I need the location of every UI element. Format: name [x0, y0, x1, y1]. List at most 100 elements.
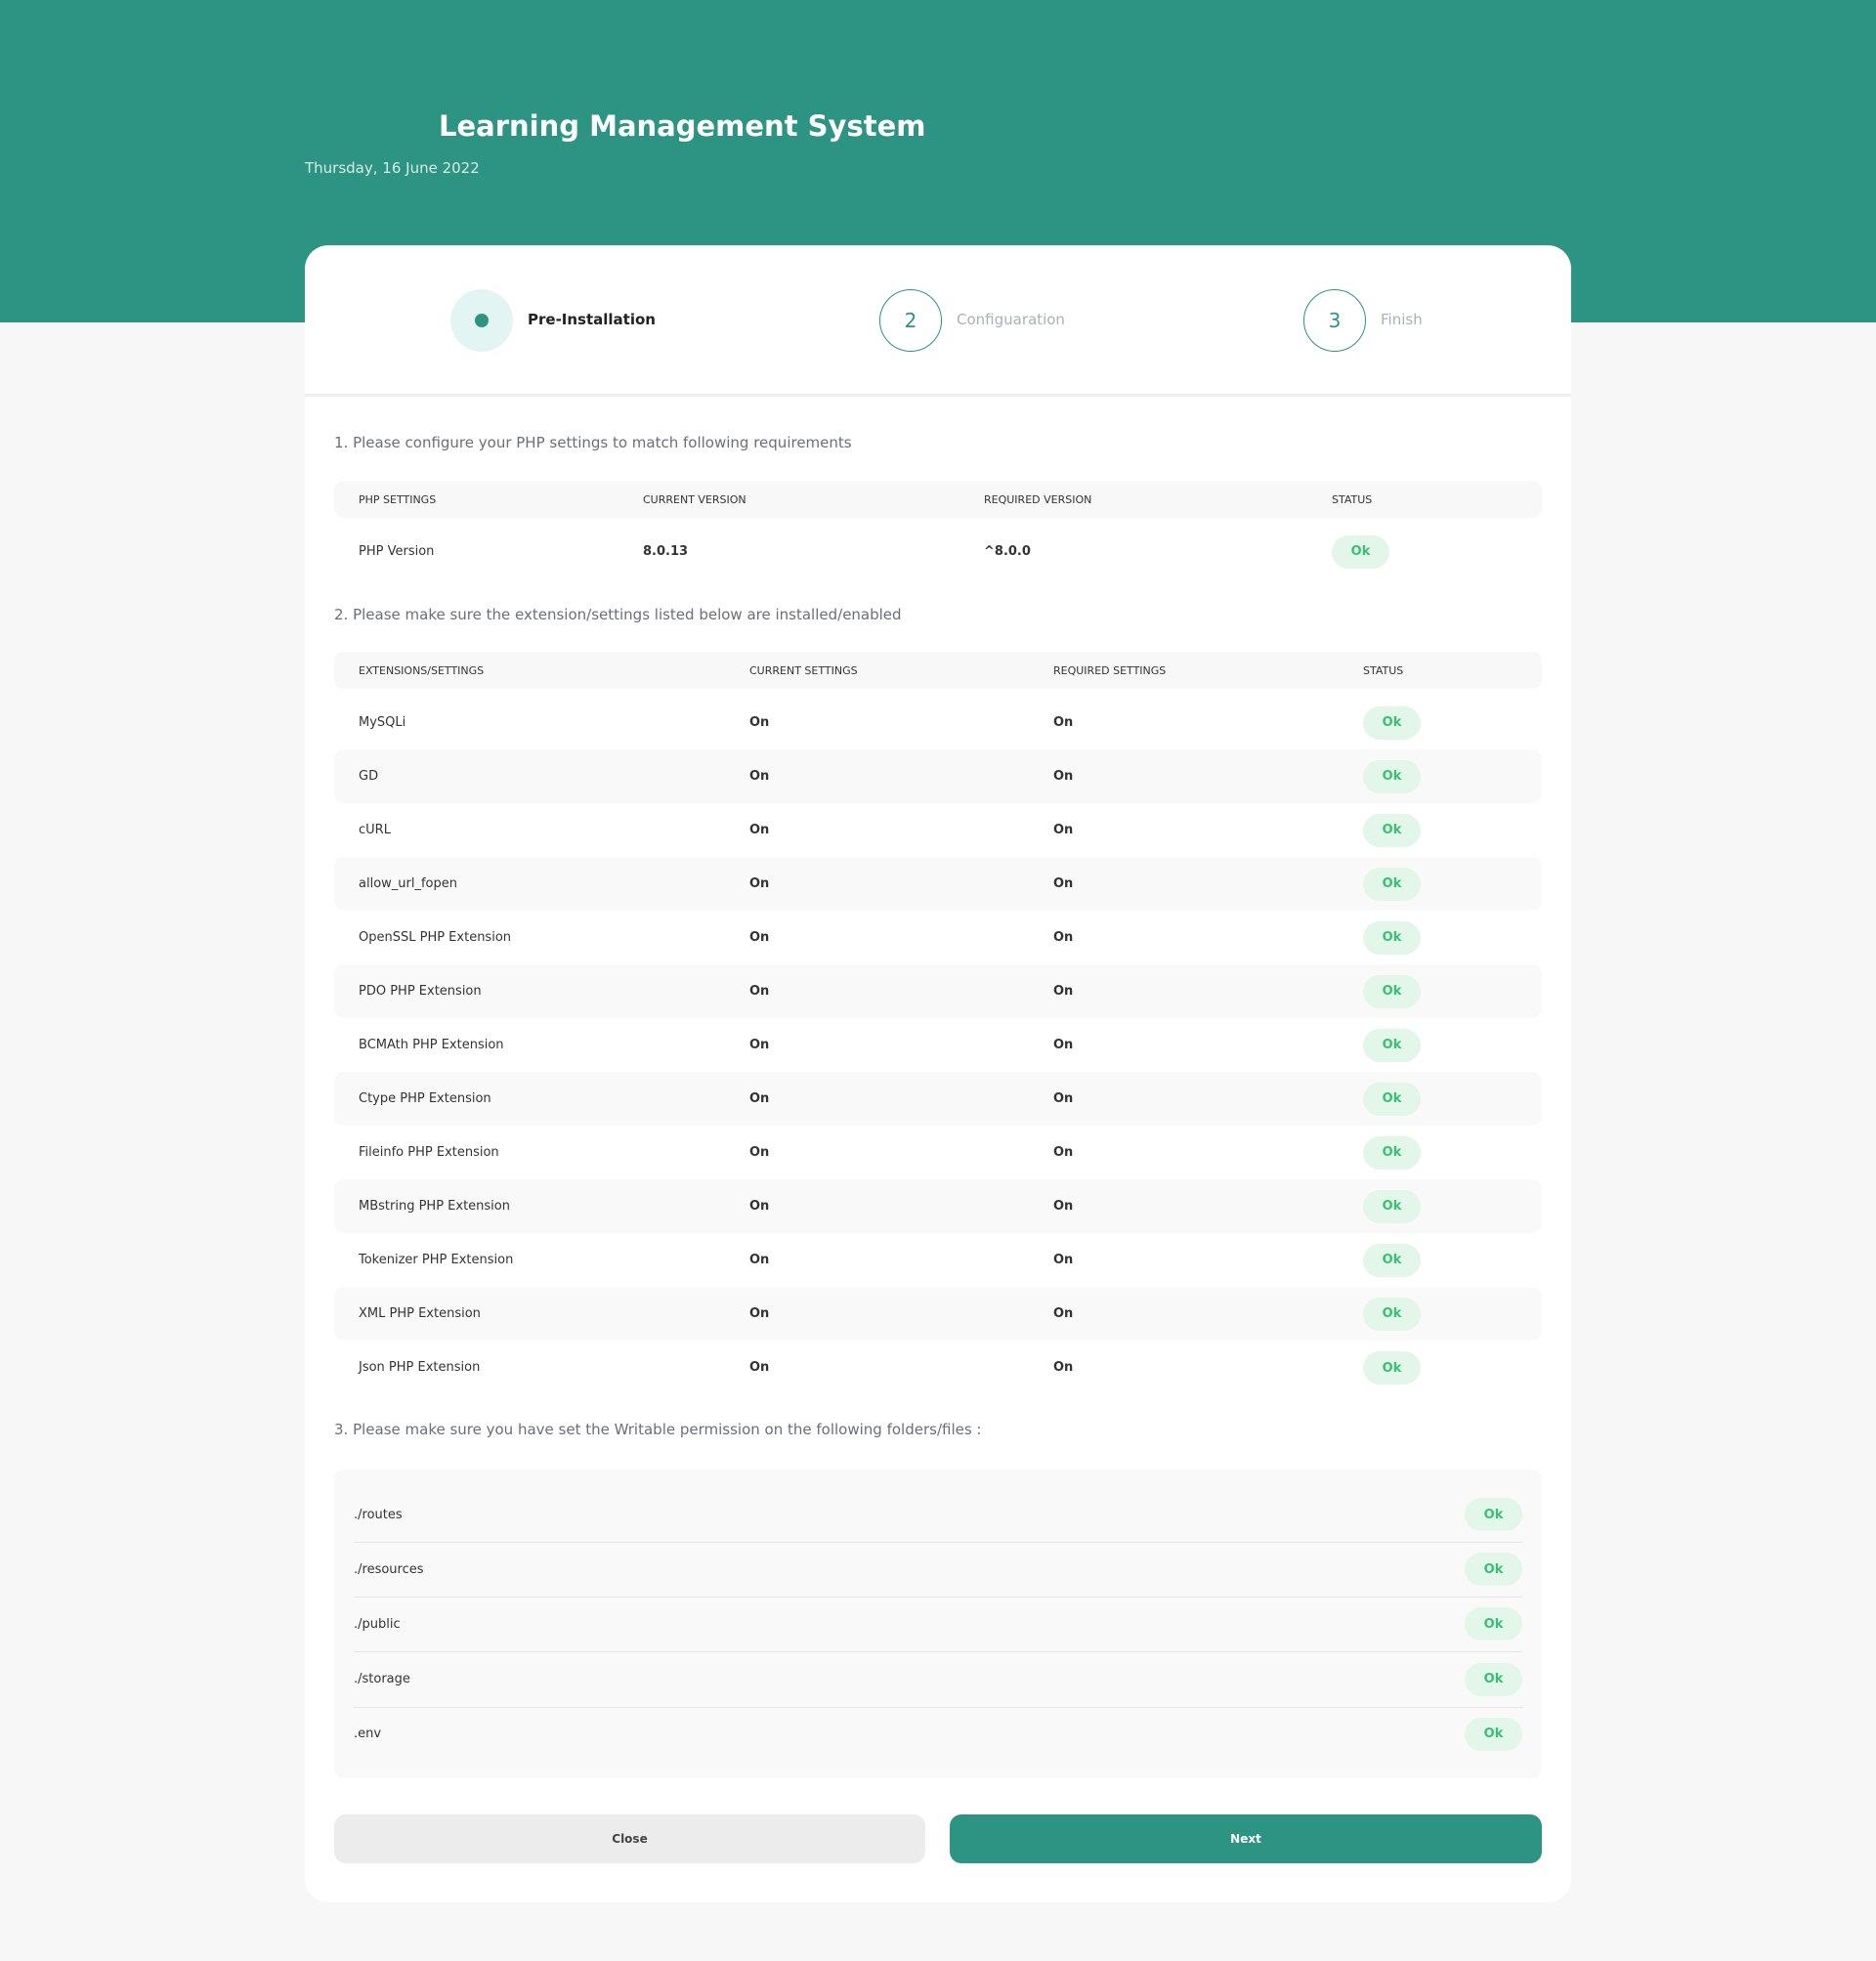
- cell: XML PHP Extension: [359, 1306, 481, 1322]
- section-heading: 2. Please make sure the extension/settin…: [334, 606, 902, 623]
- row-bg: [334, 1072, 1542, 1127]
- cell: On: [1053, 715, 1074, 731]
- column-header: STATUS: [1363, 663, 1404, 677]
- folder-divider: [354, 1542, 1522, 1543]
- date: Thursday, 16 June 2022: [305, 159, 480, 177]
- row-bg: [334, 1179, 1542, 1234]
- row-bg: [334, 964, 1542, 1019]
- status-badge: Ok: [1363, 813, 1421, 847]
- cell: On: [749, 1199, 770, 1215]
- row-bg: [334, 749, 1542, 804]
- cell: MBstring PHP Extension: [359, 1199, 510, 1215]
- next-button[interactable]: Next: [950, 1814, 1542, 1863]
- cell: On: [1053, 1253, 1074, 1268]
- cell: On: [749, 769, 770, 785]
- status-badge: Ok: [1363, 974, 1421, 1008]
- cell: GD: [359, 769, 379, 785]
- column-header: CURRENT SETTINGS: [749, 663, 858, 677]
- cell: On: [1053, 1091, 1074, 1107]
- cell: On: [1053, 984, 1074, 1000]
- cell: On: [1053, 876, 1074, 892]
- cell: ^8.0.0: [984, 544, 1031, 559]
- folder-name: ./resources: [354, 1561, 424, 1577]
- column-header: PHP SETTINGS: [359, 492, 437, 506]
- cell: Json PHP Extension: [359, 1360, 481, 1376]
- cell: On: [749, 984, 770, 1000]
- cell: On: [1053, 769, 1074, 785]
- status-badge: Ok: [1465, 1607, 1522, 1641]
- step-dot: [475, 314, 489, 327]
- status-badge: Ok: [1363, 1189, 1421, 1223]
- cell: On: [1053, 1199, 1074, 1215]
- column-header: REQUIRED SETTINGS: [1053, 663, 1167, 677]
- cell: On: [749, 715, 770, 731]
- cell: On: [749, 876, 770, 892]
- cell: On: [1053, 1306, 1074, 1322]
- folder-name: .env: [354, 1727, 382, 1742]
- step-circle: 2: [879, 289, 942, 352]
- status-badge: Ok: [1465, 1498, 1522, 1531]
- status-badge: Ok: [1363, 1351, 1421, 1385]
- status-badge: Ok: [1465, 1662, 1522, 1696]
- status-badge: Ok: [1363, 920, 1421, 955]
- folder-name: ./routes: [354, 1507, 403, 1522]
- status-badge: Ok: [1363, 1082, 1421, 1116]
- folder-divider: [354, 1651, 1522, 1653]
- folder-name: ./public: [354, 1616, 401, 1632]
- cell: On: [1053, 823, 1074, 838]
- step-circle: 3: [1303, 289, 1366, 352]
- table-header: [334, 652, 1542, 689]
- cell: Ctype PHP Extension: [359, 1091, 491, 1107]
- folder-divider: [354, 1597, 1522, 1599]
- folder-name: ./storage: [354, 1672, 410, 1687]
- status-badge: Ok: [1363, 705, 1421, 740]
- row-bg: [334, 857, 1542, 912]
- status-badge: Ok: [1363, 1243, 1421, 1277]
- cell: On: [749, 1038, 770, 1053]
- divider: [305, 394, 1571, 397]
- table-header: [334, 481, 1542, 518]
- folder-box: [334, 1470, 1542, 1778]
- status-badge: Ok: [1465, 1553, 1522, 1587]
- row-bg: [334, 1287, 1542, 1342]
- column-header: STATUS: [1332, 492, 1373, 506]
- step-label: Pre-Installation: [528, 311, 656, 328]
- status-badge: Ok: [1363, 867, 1421, 901]
- status-badge: Ok: [1332, 534, 1389, 569]
- cell: allow_url_fopen: [359, 876, 457, 892]
- column-header: EXTENSIONS/SETTINGS: [359, 663, 485, 677]
- section-heading: 1. Please configure your PHP settings to…: [334, 434, 852, 451]
- column-header: CURRENT VERSION: [643, 492, 746, 506]
- cell: BCMAth PHP Extension: [359, 1038, 504, 1053]
- cell: PDO PHP Extension: [359, 984, 482, 1000]
- cell: On: [749, 1253, 770, 1268]
- cell: On: [749, 823, 770, 838]
- cell: MySQLi: [359, 715, 406, 731]
- cell: Fileinfo PHP Extension: [359, 1145, 499, 1161]
- cell: On: [749, 1145, 770, 1161]
- cell: On: [749, 1091, 770, 1107]
- folder-divider: [354, 1706, 1522, 1708]
- cell: On: [749, 1306, 770, 1322]
- step-label: Finish: [1381, 311, 1423, 328]
- cell: PHP Version: [359, 544, 435, 559]
- close-button[interactable]: Close: [334, 1814, 925, 1863]
- cell: cURL: [359, 823, 391, 838]
- cell: OpenSSL PHP Extension: [359, 930, 512, 946]
- title: Learning Management System: [439, 109, 926, 143]
- status-badge: Ok: [1363, 1135, 1421, 1170]
- cell: On: [749, 930, 770, 946]
- cell: 8.0.13: [643, 544, 689, 559]
- status-badge: Ok: [1363, 759, 1421, 793]
- status-badge: Ok: [1465, 1717, 1522, 1751]
- cell: On: [1053, 1360, 1074, 1376]
- step-label: Configuaration: [957, 311, 1065, 328]
- section-heading: 3. Please make sure you have set the Wri…: [334, 1421, 982, 1438]
- cell: On: [749, 1360, 770, 1376]
- column-header: REQUIRED VERSION: [984, 492, 1092, 506]
- cell: On: [1053, 1145, 1074, 1161]
- cell: On: [1053, 1038, 1074, 1053]
- cell: Tokenizer PHP Extension: [359, 1253, 514, 1268]
- status-badge: Ok: [1363, 1028, 1421, 1062]
